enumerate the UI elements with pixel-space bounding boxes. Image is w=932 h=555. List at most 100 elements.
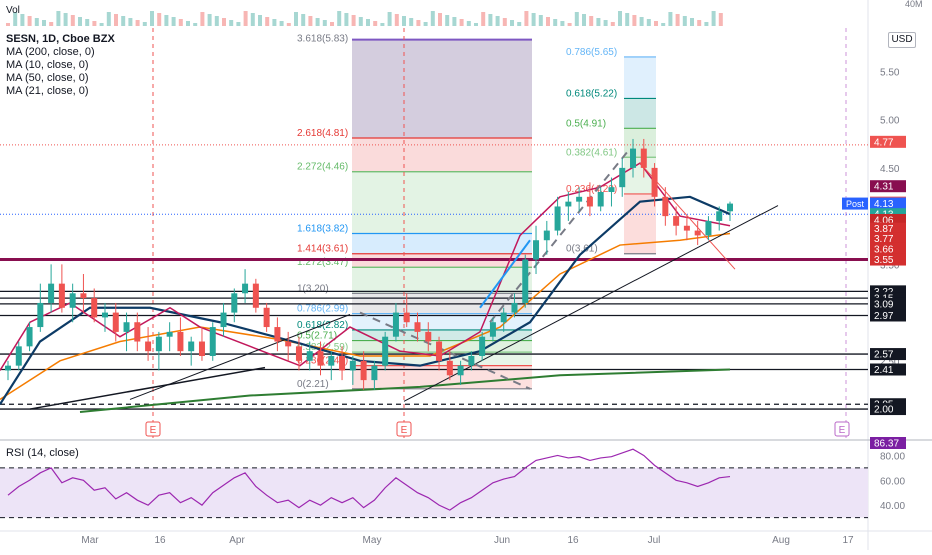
candle-body bbox=[716, 211, 723, 221]
earnings-marker-box bbox=[834, 421, 850, 437]
fib-retr-label: 0(3.61) bbox=[566, 244, 598, 255]
volume-bar bbox=[308, 16, 313, 26]
price-axis-tick: 5.50 bbox=[880, 67, 900, 78]
fib-ext-band bbox=[352, 137, 532, 172]
volume-bar bbox=[121, 16, 126, 26]
price-tag-label: 4.77 bbox=[874, 137, 894, 148]
volume-bar bbox=[135, 20, 140, 26]
volume-bar bbox=[171, 17, 176, 26]
indicator-ma21[interactable]: MA (21, close, 0) bbox=[6, 85, 89, 97]
volume-bar bbox=[538, 15, 543, 26]
candle-body bbox=[101, 312, 108, 318]
trendline bbox=[29, 366, 266, 410]
volume-bar bbox=[668, 12, 673, 26]
price-tag: 2.97 bbox=[870, 309, 906, 322]
time-axis-tick: May bbox=[363, 535, 382, 546]
volume-bar bbox=[78, 17, 82, 26]
indicator-ma10[interactable]: MA (10, close, 0) bbox=[6, 59, 89, 71]
price-tag: 3.55 bbox=[870, 253, 906, 266]
fib-ext-band bbox=[352, 233, 532, 254]
price-axis-tick: 4.50 bbox=[880, 164, 900, 175]
time-axis-tick: Apr bbox=[229, 535, 245, 546]
price-tag-bg bbox=[870, 232, 906, 245]
volume-bar bbox=[85, 19, 90, 26]
volume-bar bbox=[150, 11, 154, 26]
earnings-marker-box bbox=[145, 421, 161, 437]
candle-body bbox=[112, 312, 119, 332]
volume-bar bbox=[186, 21, 190, 26]
candle-body bbox=[166, 331, 173, 337]
volume-bar bbox=[92, 21, 97, 26]
volume-bar bbox=[222, 18, 226, 26]
volume-bar bbox=[42, 20, 46, 26]
volume-axis-label: 40M bbox=[905, 0, 923, 9]
candle-body bbox=[565, 201, 572, 207]
time-axis-tick: 16 bbox=[567, 535, 579, 546]
volume-bar bbox=[344, 13, 349, 26]
symbol-title: SESN, 1D, Cboe BZX bbox=[6, 33, 115, 45]
candle-body bbox=[274, 327, 281, 342]
volume-bar bbox=[106, 12, 111, 26]
fib-ext-band bbox=[352, 329, 532, 341]
volume-bar bbox=[20, 14, 25, 26]
price-tag-label: 4.13 bbox=[874, 199, 894, 210]
volume-bar bbox=[243, 11, 248, 26]
candle-body bbox=[231, 293, 238, 313]
volume-bar bbox=[70, 15, 75, 26]
time-axis-tick: Jul bbox=[648, 535, 661, 546]
fib-ext-label: 0.786(2.99) bbox=[297, 304, 348, 315]
earnings-marker: E bbox=[145, 421, 161, 437]
volume-bar bbox=[315, 18, 320, 26]
ma50-line bbox=[0, 195, 731, 405]
volume-bar bbox=[373, 21, 378, 26]
currency-button[interactable]: USD bbox=[888, 32, 916, 48]
volume-bar bbox=[603, 20, 608, 26]
fib-ext-label-top: 3.618(5.83) bbox=[297, 34, 348, 45]
price-tag-label: 3.09 bbox=[874, 299, 894, 310]
volume-bar bbox=[409, 18, 414, 26]
candle-body bbox=[360, 360, 367, 381]
candle-body bbox=[382, 336, 389, 366]
indicator-ma50[interactable]: MA (50, close, 0) bbox=[6, 72, 89, 84]
fib-ext-label: 0.5(2.71) bbox=[297, 331, 337, 342]
fib-ext-label: 1.618(3.82) bbox=[297, 223, 348, 234]
price-tag-label: 2.97 bbox=[874, 311, 894, 322]
indicator-ma200[interactable]: MA (200, close, 0) bbox=[6, 46, 95, 58]
earnings-marker-label: E bbox=[401, 425, 408, 436]
volume-bar bbox=[423, 22, 428, 26]
volume-bar bbox=[502, 18, 507, 26]
projection-dashed-line bbox=[489, 147, 631, 323]
candle-body bbox=[295, 346, 302, 361]
volume-bar bbox=[438, 13, 442, 26]
candle-body bbox=[673, 216, 680, 226]
fib-retr-label: 0.618(5.22) bbox=[566, 88, 617, 99]
candle-body bbox=[285, 341, 292, 347]
price-tag-bg bbox=[870, 348, 906, 361]
price-tag: 4.31 bbox=[870, 180, 906, 193]
rsi-current-label: 86.37 bbox=[874, 439, 899, 450]
candle-body bbox=[349, 360, 356, 371]
volume-bar bbox=[214, 16, 219, 26]
price-tag: Post 4.13 bbox=[842, 197, 906, 210]
rsi-line bbox=[7, 448, 731, 511]
price-tag-label: 3.55 bbox=[874, 255, 894, 266]
price-tag-label: 3.87 bbox=[874, 224, 894, 235]
candle-body bbox=[554, 206, 561, 231]
time-axis-tick: Jun bbox=[494, 535, 510, 546]
fib-ext-label: 0(2.21) bbox=[297, 379, 329, 390]
candle-body bbox=[145, 341, 152, 352]
candle-body bbox=[242, 283, 249, 294]
candle-body bbox=[500, 312, 507, 323]
fib-ext-band bbox=[352, 365, 532, 389]
volume-bar bbox=[661, 23, 666, 26]
candle-body bbox=[436, 341, 443, 361]
volume-bar bbox=[711, 11, 716, 26]
earnings-marker: E bbox=[834, 421, 850, 437]
price-axis-tick: 2.50 bbox=[880, 357, 900, 368]
candle-body bbox=[48, 283, 55, 303]
price-tag-bg bbox=[870, 253, 906, 266]
volume-bar bbox=[582, 14, 586, 26]
volume-bar bbox=[632, 15, 637, 26]
